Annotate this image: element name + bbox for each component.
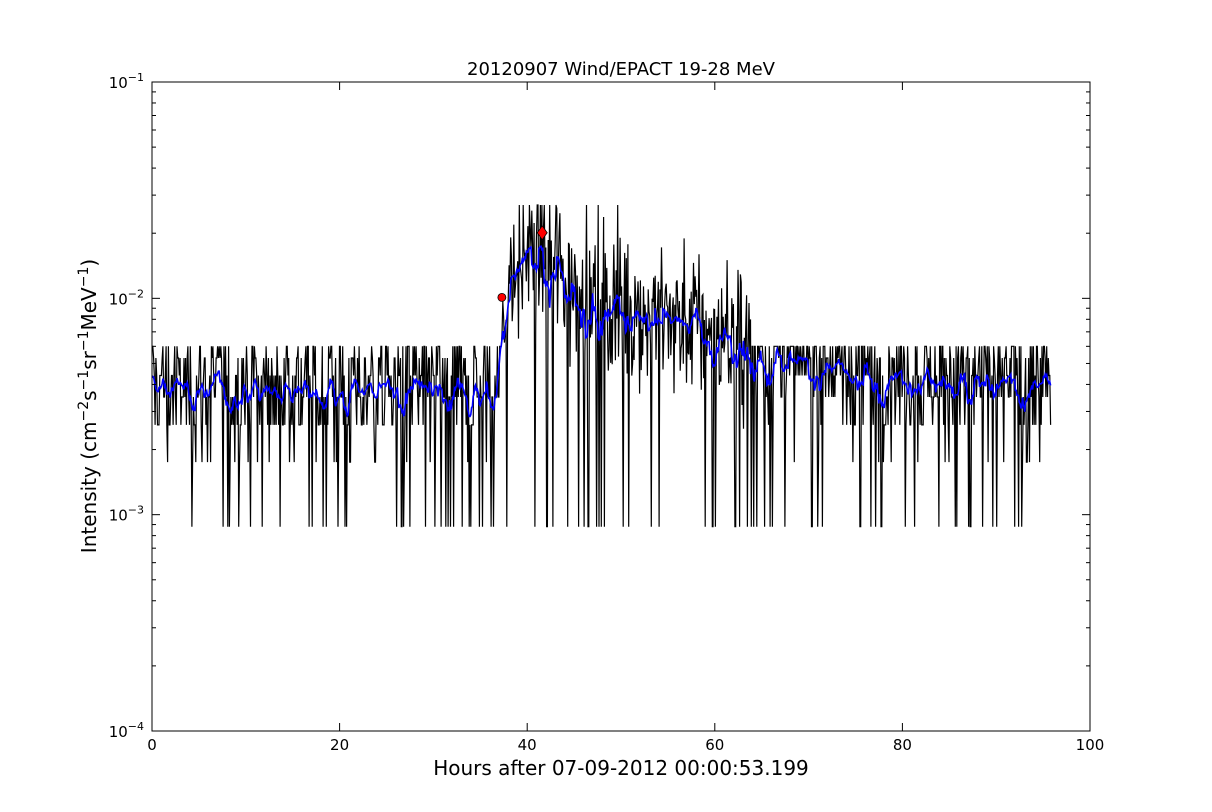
marker-layer [497, 225, 548, 302]
plot-frame [151, 81, 1091, 732]
x-tick-label: 60 [705, 736, 724, 754]
marker-onset [497, 292, 507, 302]
x-tick-label: 20 [330, 736, 349, 754]
series-layer [152, 204, 1052, 528]
tick-layer [151, 81, 1091, 732]
chart-title: 20120907 Wind/EPACT 19-28 MeV [467, 59, 776, 80]
y-label-sup1: −2 [76, 401, 92, 422]
series-raw-line [152, 204, 1052, 528]
y-tick-label: 10−2 [109, 287, 144, 308]
x-tick-label: 0 [147, 736, 157, 754]
label-layer: 0 20 40 60 80 100 10−4 10−3 10−2 10−1 [109, 71, 1105, 754]
x-tick-label: 80 [893, 736, 912, 754]
x-tick-label: 100 [1076, 736, 1105, 754]
marker-peak [536, 225, 548, 241]
y-label-mid3: MeV [77, 287, 101, 331]
series-smoothed-line [152, 245, 1052, 418]
y-tick-label: 10−4 [109, 720, 144, 741]
y-tick-label: 10−3 [109, 504, 144, 525]
y-label-mid1: s [77, 390, 101, 400]
y-label-sup2: −1 [76, 370, 92, 391]
y-label-prefix: Intensity (cm [77, 422, 101, 554]
y-label-sup3: −1 [76, 331, 92, 352]
x-tick-label: 40 [518, 736, 537, 754]
y-tick-label: 10−1 [109, 71, 144, 92]
y-label-mid2: sr [77, 350, 101, 369]
y-axis-label: Intensity (cm−2s−1sr−1MeV−1) [76, 259, 101, 553]
x-axis-label: Hours after 07-09-2012 00:00:53.199 [433, 756, 809, 780]
y-label-suffix: ) [77, 259, 101, 267]
y-label-sup4: −1 [76, 267, 92, 288]
